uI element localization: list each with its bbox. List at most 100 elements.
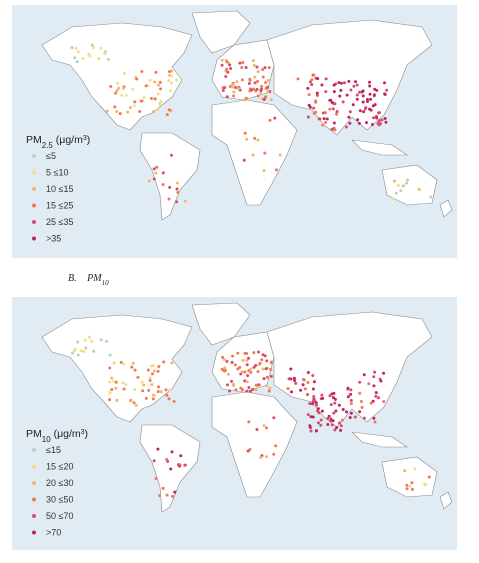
station-dot	[253, 75, 257, 79]
station-dot	[245, 363, 249, 367]
station-dot	[330, 423, 334, 427]
station-dot	[269, 367, 273, 371]
station-dot	[114, 91, 118, 95]
station-dot	[167, 108, 171, 112]
station-dot	[331, 419, 335, 423]
station-dot	[232, 90, 236, 94]
station-dot	[255, 65, 259, 69]
station-dot	[362, 110, 366, 114]
station-dot	[177, 463, 181, 467]
station-dot	[262, 424, 266, 428]
station-dot	[358, 391, 362, 395]
station-dot	[310, 78, 314, 82]
station-dot	[327, 414, 331, 418]
station-dot	[311, 415, 315, 419]
station-dot	[240, 78, 244, 82]
station-dot	[423, 482, 427, 486]
station-dot	[124, 383, 128, 387]
station-dot	[92, 349, 96, 353]
station-dot	[320, 83, 324, 87]
station-dot	[363, 107, 367, 111]
station-dot	[70, 45, 74, 49]
station-dot	[152, 177, 156, 181]
station-dot	[232, 94, 236, 98]
station-dot	[259, 455, 263, 459]
station-dot	[317, 117, 321, 121]
station-dot	[110, 387, 114, 391]
legend-title-end: )	[87, 134, 91, 146]
station-dot	[115, 89, 119, 93]
station-dot	[261, 68, 265, 72]
station-dot	[169, 153, 173, 157]
station-dot	[153, 394, 157, 398]
station-dot	[326, 417, 330, 421]
legend-label: >35	[46, 234, 61, 244]
station-dot	[156, 390, 160, 394]
station-dot	[173, 490, 177, 494]
station-dot	[105, 339, 109, 343]
station-dot	[332, 391, 336, 395]
station-dot	[270, 360, 274, 364]
station-dot	[183, 199, 187, 203]
station-dot	[169, 74, 173, 78]
station-dot	[122, 362, 126, 366]
station-dot	[166, 459, 170, 463]
station-dot	[353, 415, 357, 419]
station-dot	[382, 371, 386, 375]
station-dot	[331, 107, 335, 111]
station-dot	[289, 367, 293, 371]
station-dot	[369, 401, 373, 405]
station-dot	[156, 369, 160, 373]
station-dot	[159, 87, 163, 91]
station-dot	[156, 108, 160, 112]
station-dot	[349, 402, 353, 406]
station-dot	[79, 349, 83, 353]
station-dot	[84, 346, 88, 350]
station-dot	[247, 82, 251, 86]
legend-swatch	[32, 497, 36, 502]
station-dot	[225, 359, 229, 363]
station-dot	[228, 63, 232, 67]
station-dot	[73, 56, 77, 60]
station-dot	[392, 179, 396, 183]
station-dot	[134, 403, 138, 407]
station-dot	[250, 88, 254, 92]
station-dot	[349, 392, 353, 396]
station-dot	[319, 418, 323, 422]
station-dot	[154, 171, 158, 175]
station-dot	[108, 398, 112, 402]
station-dot	[255, 428, 259, 432]
legend-title-sup: 3	[83, 135, 87, 142]
station-dot	[108, 380, 112, 384]
station-dot	[237, 87, 241, 91]
station-dot	[396, 184, 400, 188]
station-dot	[374, 391, 378, 395]
legend-title: PM10 (μg/m3)	[26, 428, 88, 444]
station-dot	[315, 91, 319, 95]
station-dot	[262, 98, 266, 102]
station-dot	[164, 388, 168, 392]
legend-swatch	[32, 481, 36, 485]
legend-label: 15 ≤20	[46, 462, 73, 472]
station-dot	[132, 104, 136, 108]
station-dot	[264, 81, 268, 85]
station-dot	[175, 200, 179, 204]
station-dot	[274, 168, 278, 172]
station-dot	[294, 381, 298, 385]
station-dot	[224, 75, 228, 79]
station-dot	[324, 120, 328, 124]
station-dot	[372, 416, 376, 420]
station-dot	[220, 367, 224, 371]
station-dot	[126, 110, 130, 114]
station-dot	[347, 115, 351, 119]
station-dot	[307, 103, 311, 107]
station-dot	[154, 476, 158, 480]
station-dot	[158, 102, 162, 106]
station-dot	[117, 86, 121, 90]
station-dot	[339, 81, 343, 85]
station-dot	[348, 121, 352, 125]
station-dot	[332, 411, 336, 415]
station-dot	[242, 158, 246, 162]
station-dot	[158, 80, 162, 84]
